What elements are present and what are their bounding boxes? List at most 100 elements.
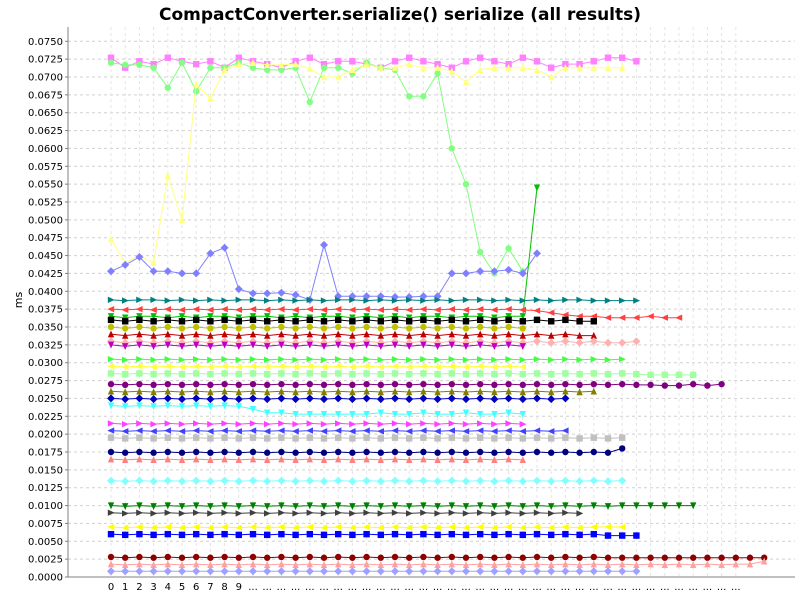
series-point bbox=[192, 305, 200, 313]
series-point bbox=[519, 343, 526, 350]
series-point bbox=[277, 394, 286, 403]
series-point bbox=[548, 531, 555, 539]
x-tick-label: ... bbox=[703, 582, 713, 593]
series-point bbox=[363, 380, 370, 388]
series-point bbox=[320, 456, 328, 464]
series-point bbox=[391, 330, 399, 338]
x-tick-label: ... bbox=[419, 582, 429, 593]
series-point bbox=[264, 343, 271, 350]
series-point bbox=[391, 363, 399, 370]
series-point bbox=[434, 381, 441, 389]
series-point bbox=[462, 524, 470, 531]
series-point bbox=[704, 554, 711, 561]
series-point bbox=[249, 355, 257, 363]
series-point bbox=[292, 561, 299, 569]
series-point bbox=[235, 403, 242, 410]
series-point bbox=[122, 531, 129, 539]
series-point bbox=[292, 410, 299, 418]
series-point bbox=[618, 523, 626, 531]
series-point bbox=[505, 64, 512, 71]
series-point bbox=[434, 435, 441, 442]
series-point bbox=[320, 297, 328, 304]
series-point bbox=[675, 314, 683, 321]
series-point bbox=[107, 476, 115, 485]
series-point bbox=[235, 531, 242, 539]
series-point bbox=[391, 323, 399, 331]
series-point bbox=[335, 64, 342, 71]
series-point bbox=[249, 427, 257, 434]
series-point bbox=[590, 58, 597, 65]
series-point bbox=[150, 531, 157, 539]
series-point bbox=[221, 502, 228, 510]
series-point bbox=[107, 380, 115, 388]
series-point bbox=[420, 370, 427, 377]
series-point bbox=[178, 269, 186, 278]
series-point bbox=[306, 553, 313, 561]
series-line bbox=[110, 505, 694, 507]
series-point bbox=[193, 509, 200, 516]
series-point bbox=[136, 341, 143, 349]
series-point bbox=[477, 509, 484, 516]
series-point bbox=[732, 554, 739, 561]
series-point bbox=[178, 395, 186, 404]
series-point bbox=[434, 456, 441, 464]
series-point bbox=[505, 409, 512, 417]
series-point bbox=[107, 316, 115, 324]
series-point bbox=[363, 341, 370, 349]
series-point bbox=[292, 356, 300, 364]
series-point bbox=[150, 318, 157, 325]
series-line bbox=[110, 458, 523, 461]
y-tick-label: 0.0650 bbox=[28, 108, 63, 119]
series-point bbox=[377, 510, 385, 517]
series-point bbox=[462, 435, 470, 442]
y-tick-label: 0.0500 bbox=[28, 215, 63, 226]
series-point bbox=[320, 510, 328, 517]
series-point bbox=[178, 356, 186, 364]
series-point bbox=[533, 330, 541, 338]
series-point bbox=[291, 363, 299, 371]
series-point bbox=[150, 388, 157, 396]
series-point bbox=[263, 477, 272, 486]
series-point bbox=[264, 456, 271, 464]
series-point bbox=[406, 381, 413, 389]
series-point bbox=[278, 355, 286, 363]
series-point bbox=[178, 306, 186, 314]
series-point bbox=[406, 318, 413, 325]
series-point bbox=[363, 455, 370, 463]
series-point bbox=[207, 435, 214, 442]
series-point bbox=[604, 554, 612, 561]
series-point bbox=[548, 381, 555, 389]
series-point bbox=[391, 560, 399, 568]
series-point bbox=[477, 341, 484, 349]
series-point bbox=[207, 420, 215, 428]
series-point bbox=[220, 394, 229, 403]
series-point bbox=[448, 434, 455, 441]
series-point bbox=[362, 476, 371, 485]
series-point bbox=[150, 331, 157, 339]
series-point bbox=[178, 477, 186, 486]
series-point bbox=[291, 290, 300, 299]
series-point bbox=[547, 524, 555, 531]
series-point bbox=[505, 560, 512, 568]
series-point bbox=[235, 314, 242, 322]
series-point bbox=[576, 561, 583, 569]
series-point bbox=[718, 380, 725, 388]
series-point bbox=[335, 355, 342, 363]
series-point bbox=[306, 509, 314, 516]
series-point bbox=[406, 296, 413, 304]
series-point bbox=[490, 428, 498, 435]
series-point bbox=[462, 420, 470, 428]
series-point bbox=[349, 314, 356, 322]
series-point bbox=[518, 269, 527, 278]
series-point bbox=[150, 356, 158, 364]
series-point bbox=[505, 448, 512, 456]
series-point bbox=[391, 316, 399, 324]
series-point bbox=[320, 561, 328, 569]
series-point bbox=[135, 363, 143, 370]
series-point bbox=[491, 58, 498, 65]
series-point bbox=[207, 318, 214, 325]
series-point bbox=[206, 524, 214, 531]
series-point bbox=[306, 560, 313, 568]
series-point bbox=[278, 502, 285, 510]
series-point bbox=[136, 58, 143, 65]
